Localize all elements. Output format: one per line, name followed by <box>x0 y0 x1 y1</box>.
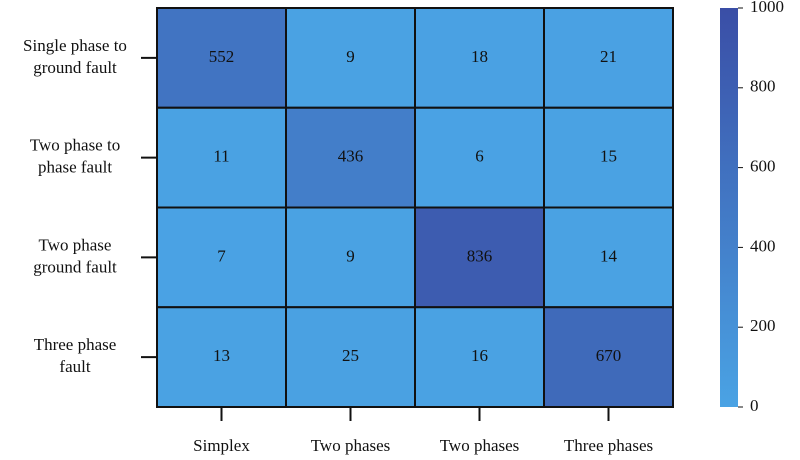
x-tick-label: Two phases <box>311 436 391 455</box>
y-tick-label-line: Single phase to <box>23 36 127 55</box>
colorbar-tick-label: 0 <box>750 396 759 415</box>
y-tick-label: Three phase fault <box>34 335 117 376</box>
colorbar <box>720 8 738 407</box>
cell-label: 13 <box>213 346 230 365</box>
y-tick-label-line: phase fault <box>38 158 112 177</box>
cell-label: 18 <box>471 47 488 66</box>
cell-label: 6 <box>475 147 484 166</box>
y-tick-label-line: Two phase <box>39 235 112 254</box>
cell-label: 25 <box>342 346 359 365</box>
colorbar-tick-label: 200 <box>750 316 776 335</box>
cell-label: 9 <box>346 246 355 265</box>
heatmap-cell <box>285 206 416 309</box>
y-tick-label: Two phase ground fault <box>33 235 117 276</box>
heatmap-cell <box>156 7 287 109</box>
cell-label: 836 <box>467 246 493 265</box>
y-tick-label-line: Three phase <box>34 335 117 354</box>
heatmap-cell <box>285 306 416 408</box>
heatmap-cell <box>543 206 674 309</box>
cell-label: 9 <box>346 47 355 66</box>
heatmap-cell <box>543 106 674 209</box>
heatmap-cell <box>414 7 545 109</box>
x-tick-label: Three phases <box>564 436 653 455</box>
cell-label: 7 <box>217 246 226 265</box>
y-tick-label-line: ground fault <box>33 58 117 77</box>
heatmap-cell <box>285 106 416 209</box>
heatmap-cell <box>543 306 674 408</box>
cell-label: 11 <box>213 147 229 166</box>
y-tick-label-line: ground fault <box>33 257 117 276</box>
x-tick-label: Two phases <box>440 436 520 455</box>
cell-label: 21 <box>600 47 617 66</box>
y-tick-label: Two phase to phase fault <box>30 136 120 177</box>
colorbar-tick-label: 1000 <box>750 0 784 16</box>
heatmap-cell <box>285 7 416 109</box>
colorbar-tick-label: 800 <box>750 77 776 96</box>
heatmap-cell <box>543 7 674 109</box>
y-tick-label: Single phase to ground fault <box>23 36 127 77</box>
cell-label: 670 <box>596 346 622 365</box>
x-tick-label: Simplex <box>193 436 250 455</box>
cell-label: 15 <box>600 147 617 166</box>
colorbar-tick-label: 600 <box>750 157 776 176</box>
y-tick-label-line: fault <box>59 357 90 376</box>
cell-label: 552 <box>209 47 235 66</box>
cell-label: 436 <box>338 147 364 166</box>
cell-label: 14 <box>600 246 618 265</box>
y-tick-label-line: Two phase to <box>30 136 120 155</box>
colorbar-tick-label: 400 <box>750 236 776 255</box>
cell-label: 16 <box>471 346 488 365</box>
